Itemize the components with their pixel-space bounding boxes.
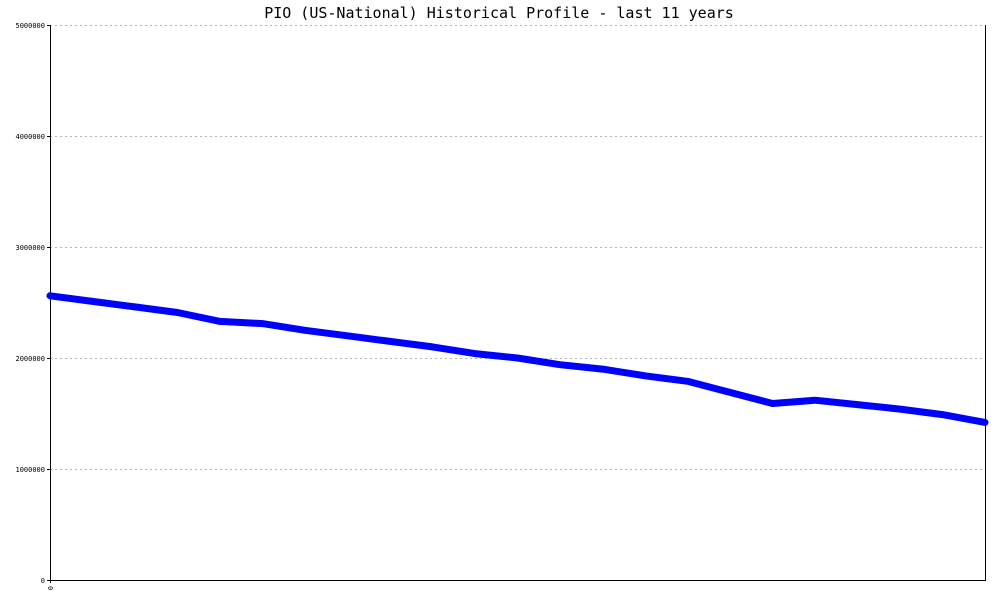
series-line	[50, 296, 985, 423]
tick-labels: 0 1000000 2000000 3000000 4000000 5000000 0	[15, 22, 55, 590]
series	[50, 296, 985, 423]
y-tick-label: 2000000	[15, 355, 45, 363]
y-tick-label: 5000000	[15, 22, 45, 30]
x-tick-label: 0	[47, 586, 55, 590]
chart-title: PIO (US-National) Historical Profile - l…	[264, 4, 734, 22]
y-tick-label: 1000000	[15, 466, 45, 474]
axes	[50, 25, 986, 581]
y-tick-label: 0	[41, 577, 45, 585]
y-tick-label: 3000000	[15, 244, 45, 252]
y-tick-label: 4000000	[15, 133, 45, 141]
